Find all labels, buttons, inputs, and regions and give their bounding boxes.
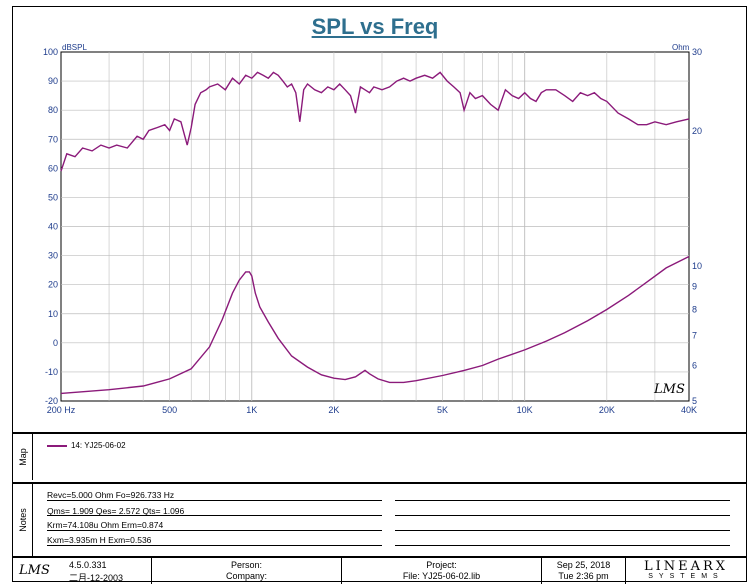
brand-logo: LINEARX <box>643 559 729 574</box>
notes-divider <box>395 500 730 501</box>
version-date: 二月-12-2003 <box>69 573 124 583</box>
y-left-tick-label: 80 <box>48 105 58 115</box>
footer <box>13 556 746 584</box>
series-line-impedance <box>60 255 690 395</box>
y-left-tick-label: -20 <box>45 396 58 406</box>
notes-divider <box>47 530 382 531</box>
y-right-tick-label: 30 <box>692 47 702 57</box>
person-label: Person: <box>230 560 263 570</box>
footer-logo: LMS <box>19 563 50 578</box>
map-section <box>13 432 746 482</box>
legend-swatch <box>47 444 67 447</box>
notes-divider <box>395 545 730 546</box>
map-label: Map <box>13 434 33 480</box>
version-text: 4.5.0.331 <box>69 560 107 570</box>
x-tick-label: 1K <box>246 405 257 415</box>
footer-project-cell: Project: File: YJ25-06-02.lib <box>341 558 541 584</box>
x-tick-label: 40K <box>681 405 697 415</box>
notes-row-4: Kxm=3.935m H Exm=0.536 <box>47 535 152 545</box>
y-right-tick-label: 8 <box>692 304 697 314</box>
footer-logo-cell: LMS <box>13 558 59 584</box>
brand-sub: SYSTEMS <box>648 573 724 580</box>
grid <box>61 52 689 401</box>
y-right-tick-label: 5 <box>692 396 697 406</box>
x-tick-label: 20K <box>599 405 615 415</box>
y-left-tick-label: 30 <box>48 251 58 261</box>
footer-date: Sep 25, 2018 <box>556 560 611 570</box>
left-axis-unit: dBSPL <box>62 43 87 52</box>
notes-divider <box>47 545 382 546</box>
notes-section <box>13 482 746 558</box>
project-label: Project: <box>426 560 457 570</box>
plot-watermark: LMS <box>653 382 685 397</box>
file-label: File: YJ25-06-02.lib <box>402 571 481 581</box>
legend-entry[interactable]: 14: YJ25-06-02 <box>47 441 126 450</box>
x-tick-label: 500 <box>162 405 177 415</box>
notes-divider <box>395 530 730 531</box>
notes-row-2: Qms= 1.909 Qes= 2.572 Qts= 1.096 <box>47 506 185 516</box>
series-line-spl <box>60 71 690 172</box>
y-right-tick-label: 6 <box>692 360 697 370</box>
y-left-tick-label: 0 <box>53 338 58 348</box>
x-tick-label: 2K <box>328 405 339 415</box>
y-right-tick-label: 20 <box>692 126 702 136</box>
tick-labels: 200 Hz 500 1K 2K 5K 10K 20K 40K1009080706050403… <box>43 47 702 415</box>
x-tick-label: 10K <box>517 405 533 415</box>
y-left-tick-label: 70 <box>48 134 58 144</box>
y-right-tick-label: 10 <box>692 261 702 271</box>
outer-frame <box>12 6 747 582</box>
footer-time: Tue 2:36 pm <box>558 571 609 581</box>
x-tick-label: 5K <box>437 405 448 415</box>
notes-divider <box>47 515 382 516</box>
notes-label: Notes <box>13 484 33 556</box>
y-left-tick-label: 40 <box>48 222 58 232</box>
footer-person-cell: Person: Company: <box>151 558 341 584</box>
y-left-tick-label: 90 <box>48 76 58 86</box>
legend-label: 14: YJ25-06-02 <box>71 441 126 450</box>
notes-row-3: Krm=74.108u Ohm Erm=0.874 <box>47 520 164 530</box>
y-right-tick-label: 9 <box>692 282 697 292</box>
y-left-tick-label: -10 <box>45 367 58 377</box>
right-axis-unit: Ohm <box>672 43 690 52</box>
footer-date-cell: Sep 25, 2018 Tue 2:36 pm <box>541 558 625 584</box>
series-group <box>60 71 690 395</box>
y-left-tick-label: 10 <box>48 309 58 319</box>
chart-title: SPL vs Freq <box>311 14 439 39</box>
y-left-tick-label: 20 <box>48 280 58 290</box>
footer-version-cell: 4.5.0.331 二月-12-2003 <box>59 558 151 584</box>
y-right-tick-label: 7 <box>692 330 697 340</box>
y-left-tick-label: 60 <box>48 163 58 173</box>
y-left-tick-label: 50 <box>48 192 58 202</box>
notes-divider <box>395 515 730 516</box>
notes-row-1: Revc=5.000 Ohm Fo=926.733 Hz <box>47 490 175 500</box>
footer-brand-cell: LINEARX SYSTEMS <box>625 558 746 584</box>
x-tick-label: 200 Hz <box>47 405 76 415</box>
y-left-tick-label: 100 <box>43 47 58 57</box>
company-label: Company: <box>225 571 268 581</box>
spl-chart: 200 Hz 500 1K 2K 5K 10K 20K 40K1009080706050403… <box>43 47 702 415</box>
notes-divider <box>47 500 382 501</box>
